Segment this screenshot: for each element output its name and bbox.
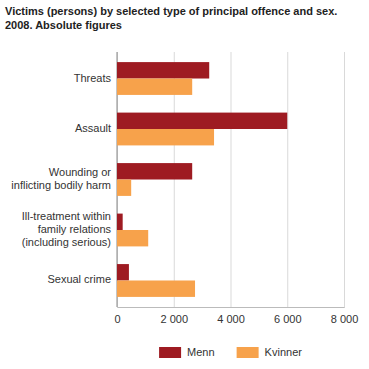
plot: 0 2 000 4 000 6 000 8 000 Threats Assault Wound… <box>11 52 358 325</box>
text-line: 2008. Absolute figures <box>5 19 122 31</box>
tick: 8 000 <box>331 52 359 325</box>
tick-label: 6 000 <box>274 313 302 325</box>
tick-label: 4 000 <box>217 313 245 325</box>
bar <box>117 264 129 280</box>
grid-line <box>344 52 345 307</box>
bar <box>117 163 192 179</box>
tick-label: 0 <box>114 313 120 325</box>
chart: Victims (persons) by selected type of pr… <box>0 0 369 369</box>
text-line: Victims (persons) by selected type of pr… <box>5 5 337 17</box>
text-line: Ill-treatment within <box>22 210 111 222</box>
legend: Menn Kvinner <box>159 346 302 358</box>
bar <box>117 79 192 95</box>
axis-line <box>118 52 345 308</box>
legend-item: Menn <box>159 346 215 358</box>
text-line: Sexual crime <box>47 273 111 285</box>
bars <box>117 62 287 297</box>
text-line: family relations <box>38 223 112 235</box>
text-line: (including serious) <box>22 236 111 248</box>
tick-label: Threats <box>74 71 112 83</box>
tick-label: Wounding orinflicting bodily harm <box>11 166 111 191</box>
text-line: Wounding or <box>49 166 112 178</box>
legend-swatch <box>159 347 181 358</box>
text-line: Assault <box>75 122 111 134</box>
text-line: Threats <box>74 71 112 83</box>
tick-label: Assault <box>75 122 111 134</box>
bar <box>117 280 195 296</box>
bar <box>117 214 123 230</box>
tick: 4 000 <box>217 52 245 325</box>
y-axis: Threats Assault Wounding orinflicting bodi… <box>11 71 111 285</box>
text-line: inflicting bodily harm <box>11 179 111 191</box>
bar <box>117 129 214 145</box>
legend-swatch <box>237 347 259 358</box>
tick-label: 8 000 <box>331 313 359 325</box>
title: Victims (persons) by selected type of pr… <box>5 5 337 31</box>
tick: 6 000 <box>274 52 302 325</box>
tick-label: 2 000 <box>160 313 188 325</box>
bar <box>117 113 287 129</box>
legend-label: Kvinner <box>265 346 303 358</box>
grid-line <box>287 52 288 307</box>
bar <box>117 180 131 196</box>
bar <box>117 62 209 78</box>
x-axis: 0 2 000 4 000 6 000 8 000 <box>114 52 358 325</box>
bar <box>117 230 148 246</box>
legend-label: Menn <box>187 346 215 358</box>
tick-label: Sexual crime <box>47 273 111 285</box>
tick-label: Ill-treatment withinfamily relations(inc… <box>22 210 112 247</box>
legend-item: Kvinner <box>237 346 303 358</box>
grid-line <box>231 52 232 307</box>
